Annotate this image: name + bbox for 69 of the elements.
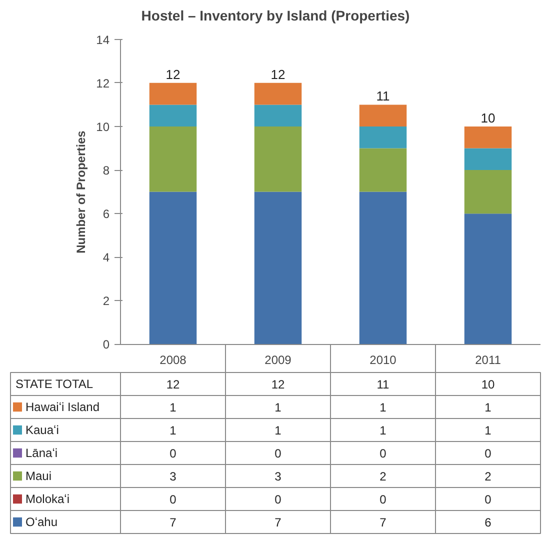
data-label: 7 <box>274 516 282 530</box>
bar <box>359 126 407 148</box>
bar <box>359 192 407 344</box>
data-label: 1 <box>274 424 282 438</box>
bar <box>359 104 407 126</box>
y-tick-label: 12 <box>96 76 110 90</box>
data-label: 0 <box>380 492 387 506</box>
legend-label: Molokaʻi <box>26 492 70 506</box>
legend-label: Hawaiʻi Island <box>26 400 100 414</box>
text: 12 <box>166 378 180 392</box>
y-tick-label: 6 <box>102 207 110 222</box>
data-label: 0 <box>484 446 492 460</box>
x-tick-label: 2011 <box>475 353 502 368</box>
bar <box>254 126 302 192</box>
data-label: 0 <box>380 446 387 460</box>
data-label: 0 <box>170 446 177 460</box>
data-label: 2 <box>484 470 492 484</box>
bar <box>464 214 512 344</box>
data-label: 7 <box>380 516 387 530</box>
text: 11 <box>376 378 390 392</box>
data-label: 6 <box>484 516 492 530</box>
data-label: 1 <box>380 400 387 414</box>
bar <box>464 148 512 170</box>
data-label: 1 <box>484 424 492 438</box>
bar <box>149 192 197 344</box>
bar <box>149 82 197 105</box>
legend-label: Maui <box>26 469 52 483</box>
y-tick-label: 4 <box>102 250 110 265</box>
data-label: 1 <box>274 400 282 414</box>
legend-label: Oʻahu <box>26 515 58 529</box>
data-label: 1 <box>170 424 177 438</box>
y-tick-label: 10 <box>96 120 110 134</box>
text: 12 <box>271 378 285 392</box>
bar <box>464 126 512 148</box>
data-label: 1 <box>380 424 387 438</box>
data-label: 0 <box>274 492 282 506</box>
x-tick-label: 2008 <box>160 353 187 368</box>
total-label: 12 <box>270 66 286 82</box>
legend-label: Lānaʻi <box>26 446 58 460</box>
total-label: 12 <box>166 66 180 82</box>
data-label: 0 <box>170 492 177 506</box>
text: STATE TOTAL <box>16 377 94 391</box>
total-label: 10 <box>480 110 496 126</box>
y-tick-label: 14 <box>96 32 110 47</box>
bar <box>254 192 302 344</box>
chart-title: Hostel – Inventory by Island (Properties) <box>141 8 410 24</box>
bar <box>149 104 197 126</box>
x-tick-label: 2010 <box>370 353 397 368</box>
data-label: 3 <box>274 470 282 484</box>
data-label: 2 <box>380 470 387 484</box>
bar <box>359 148 407 192</box>
data-label: 3 <box>170 470 177 484</box>
y-tick-label: 0 <box>102 338 110 352</box>
y-axis-title: Number of Properties <box>74 130 88 254</box>
data-label: 1 <box>484 400 492 414</box>
text: 10 <box>481 378 495 392</box>
legend-label: Kauaʻi <box>26 423 59 437</box>
x-tick-label: 2009 <box>264 353 292 368</box>
total-label: 11 <box>376 88 390 104</box>
data-label: 0 <box>274 446 282 460</box>
bar <box>254 104 302 126</box>
data-label: 0 <box>484 492 492 506</box>
y-tick-label: 2 <box>102 294 110 308</box>
bar <box>254 82 302 105</box>
y-tick-label: 8 <box>102 164 110 178</box>
bar <box>464 170 512 214</box>
data-label: 7 <box>170 516 177 530</box>
data-label: 1 <box>170 400 177 414</box>
bar <box>149 126 197 192</box>
